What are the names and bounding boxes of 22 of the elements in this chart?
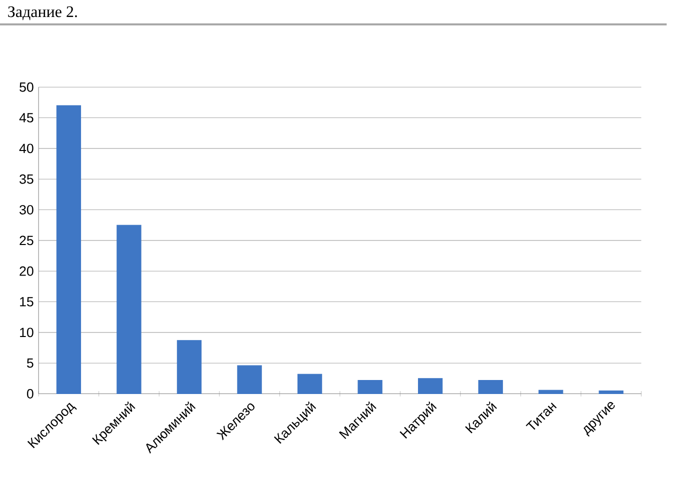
bar (538, 390, 564, 394)
bar (176, 340, 202, 394)
y-tick-label: 35 (20, 174, 34, 184)
bar (478, 380, 503, 394)
bar (237, 365, 262, 394)
y-tick-label: 0 (26, 389, 34, 398)
y-tick-label: 10 (20, 328, 34, 338)
y-tick-label: 45 (19, 113, 34, 122)
y-tick-label: 30 (20, 205, 34, 214)
y-tick-label: 25 (20, 236, 34, 246)
chart-title: Задание 2. (8, 6, 77, 20)
y-tick-label: 20 (20, 266, 34, 276)
bar (297, 374, 322, 394)
bar (358, 380, 382, 394)
bar (116, 224, 142, 394)
y-tick-label: 15 (20, 297, 34, 306)
bar (56, 105, 82, 394)
bar (598, 390, 624, 394)
y-tick-label: 40 (19, 144, 34, 154)
y-tick-label: 5 (26, 358, 34, 368)
bar (418, 378, 443, 394)
y-tick-label: 50 (20, 82, 34, 92)
